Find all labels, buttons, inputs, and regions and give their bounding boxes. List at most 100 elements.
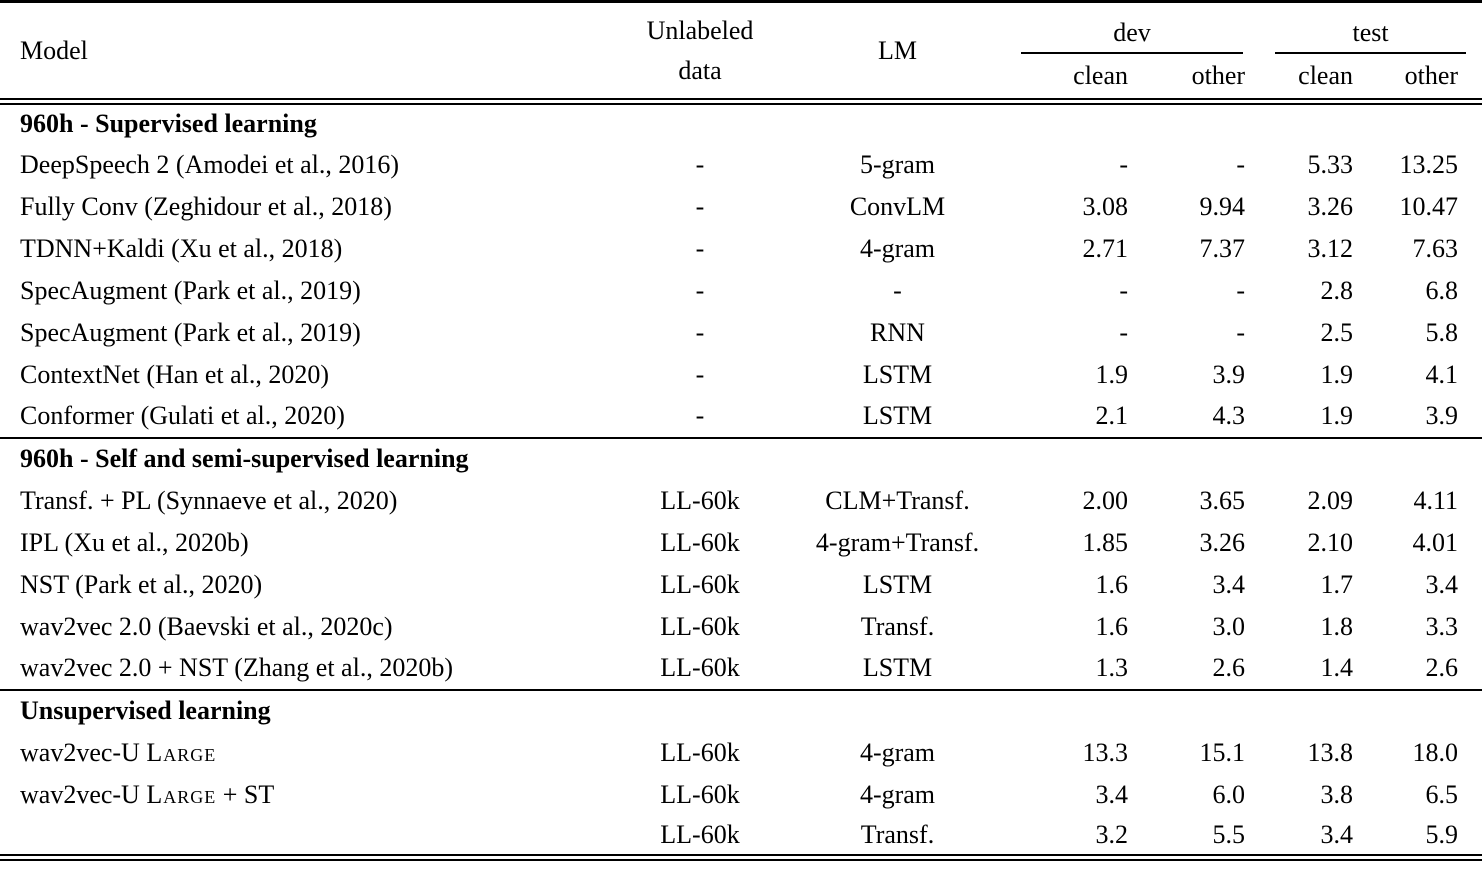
col-header-dev-clean: clean (1005, 53, 1142, 105)
data-row: SpecAugment (Park et al., 2019) - RNN - - 2.5… (0, 312, 1482, 354)
test-other-cell: 7.63 (1412, 233, 1459, 263)
model-name-text: SpecAugment (Park et al., 2019) (20, 317, 361, 347)
model-cell: wav2vec-U Large (0, 732, 610, 774)
table-section: Unsupervised learning wav2vec-U Large LL-6… (0, 689, 1482, 858)
unlabeled-data-cell: LL-60k (660, 485, 740, 515)
col-header-unlabeled-data: Unlabeled data (610, 1, 790, 105)
col-header-dev-other: other (1142, 53, 1260, 105)
data-row: Transf. + PL (Synnaeve et al., 2020) LL-6… (0, 480, 1482, 522)
model-cell: Transf. + PL (Synnaeve et al., 2020) (0, 480, 610, 522)
section-header-row: 960h - Self and semi-supervised learning (0, 438, 1482, 480)
test-clean-cell: 3.26 (1307, 191, 1354, 221)
dev-clean-cell: 3.2 (1095, 819, 1129, 849)
dev-other-cell: - (1236, 275, 1246, 305)
col-header-test-clean: clean (1259, 53, 1368, 105)
model-cell: Conformer (Gulati et al., 2020) (0, 396, 610, 438)
data-row: ContextNet (Han et al., 2020) - LSTM 1.9 3.9… (0, 354, 1482, 396)
model-name-text: IPL (Xu et al., 2020b) (20, 527, 249, 557)
dev-other-cell: 3.26 (1199, 527, 1246, 557)
section-title: 960h - Supervised learning (20, 109, 317, 139)
test-other-cell: 6.8 (1425, 275, 1459, 305)
model-cell: TDNN+Kaldi (Xu et al., 2018) (0, 228, 610, 270)
unlabeled-data-cell: LL-60k (660, 653, 740, 682)
model-cell: wav2vec 2.0 (Baevski et al., 2020c) (0, 606, 610, 648)
unlabeled-data-cell: - (695, 401, 705, 430)
col-header-test-other: other (1367, 53, 1482, 105)
model-cell: SpecAugment (Park et al., 2019) (0, 270, 610, 312)
unlabeled-data-cell: LL-60k (660, 779, 740, 809)
dev-clean-cell: 2.71 (1082, 233, 1129, 263)
model-name-text: wav2vec 2.0 (Baevski et al., 2020c) (20, 611, 393, 641)
unlabeled-data-cell: - (695, 317, 705, 347)
data-row: SpecAugment (Park et al., 2019) - - - - 2.8 6.… (0, 270, 1482, 312)
test-clean-cell: 3.4 (1320, 819, 1354, 849)
unlabeled-data-cell: LL-60k (660, 819, 740, 849)
test-clean-cell: 1.8 (1320, 611, 1354, 641)
model-name-text: NST (Park et al., 2020) (20, 569, 263, 599)
data-row: Fully Conv (Zeghidour et al., 2018) - Conv… (0, 186, 1482, 228)
test-clean-cell: 2.8 (1320, 275, 1354, 305)
table-section: 960h - Supervised learning DeepSpeech 2 (… (0, 102, 1482, 438)
model-cell: DeepSpeech 2 (Amodei et al., 2016) (0, 144, 610, 186)
unlabeled-data-cell: - (695, 233, 705, 263)
test-clean-cell: 1.4 (1320, 653, 1354, 682)
model-name-smallcaps: Large (146, 737, 217, 767)
lm-cell: CLM+Transf. (825, 485, 970, 515)
test-clean-cell: 1.9 (1320, 401, 1354, 430)
test-other-cell: 4.01 (1412, 527, 1459, 557)
dev-other-cell: 9.94 (1199, 191, 1246, 221)
test-other-cell: 13.25 (1399, 149, 1459, 179)
dev-other-cell: 2.6 (1212, 653, 1246, 682)
test-clean-cell: 2.5 (1320, 317, 1354, 347)
test-clean-cell: 3.8 (1320, 779, 1354, 809)
dev-clean-cell: 1.9 (1095, 359, 1129, 389)
data-row: TDNN+Kaldi (Xu et al., 2018) - 4-gram 2.71 7… (0, 228, 1482, 270)
dev-clean-cell: 1.6 (1095, 569, 1129, 599)
col-header-lm: LM (790, 1, 1005, 105)
model-name-text: Conformer (Gulati et al., 2020) (20, 401, 345, 430)
data-row: NST (Park et al., 2020) LL-60k LSTM 1.6 3.4 1… (0, 564, 1482, 606)
test-other-cell: 3.4 (1425, 569, 1459, 599)
model-name-text: + ST (216, 779, 275, 809)
test-other-cell: 6.5 (1425, 779, 1459, 809)
dev-other-cell: 3.9 (1212, 359, 1246, 389)
model-cell: NST (Park et al., 2020) (0, 564, 610, 606)
col-header-unlabeled-line2: data (678, 55, 722, 85)
dev-other-cell: 3.65 (1199, 485, 1246, 515)
dev-clean-cell: 2.1 (1095, 401, 1129, 430)
col-group-dev-label: dev (1021, 17, 1244, 54)
test-other-cell: 3.9 (1425, 401, 1459, 430)
unlabeled-data-cell: - (695, 149, 705, 179)
test-other-cell: 18.0 (1412, 737, 1459, 767)
header-row-subcolumns: clean other clean other (0, 53, 1482, 105)
data-row: wav2vec-U Large LL-60k 4-gram 13.3 15.1 13.8 1… (0, 732, 1482, 774)
model-name-text: TDNN+Kaldi (Xu et al., 2018) (20, 233, 343, 263)
test-other-cell: 4.1 (1425, 359, 1459, 389)
lm-cell: Transf. (860, 819, 935, 849)
col-group-dev: dev (1005, 2, 1259, 54)
dev-other-cell: - (1236, 149, 1246, 179)
dev-other-cell: 15.1 (1199, 737, 1246, 767)
model-name-text: Transf. + PL (Synnaeve et al., 2020) (20, 485, 398, 515)
lm-cell: 4-gram (859, 737, 936, 767)
test-clean-cell: 1.9 (1320, 359, 1354, 389)
lm-cell: 4-gram (859, 233, 936, 263)
lm-cell: ConvLM (849, 191, 946, 221)
model-cell: ContextNet (Han et al., 2020) (0, 354, 610, 396)
unlabeled-data-cell: - (695, 191, 705, 221)
dev-clean-cell: 1.85 (1082, 527, 1129, 557)
header-row-groups: Model Unlabeled data LM dev test (0, 1, 1482, 105)
dev-clean-cell: 13.3 (1082, 737, 1129, 767)
lm-cell: 4-gram (859, 779, 936, 809)
section-title: 960h - Self and semi-supervised learning (20, 444, 469, 473)
col-group-test: test (1259, 2, 1482, 54)
section-header-row: Unsupervised learning (0, 690, 1482, 732)
data-row: wav2vec 2.0 (Baevski et al., 2020c) LL-60… (0, 606, 1482, 648)
test-clean-cell: 1.7 (1320, 569, 1354, 599)
unlabeled-data-cell: - (695, 275, 705, 305)
unlabeled-data-cell: LL-60k (660, 737, 740, 767)
test-clean-cell: 13.8 (1307, 737, 1354, 767)
test-other-cell: 2.6 (1425, 653, 1459, 682)
dev-other-cell: 7.37 (1199, 233, 1246, 263)
